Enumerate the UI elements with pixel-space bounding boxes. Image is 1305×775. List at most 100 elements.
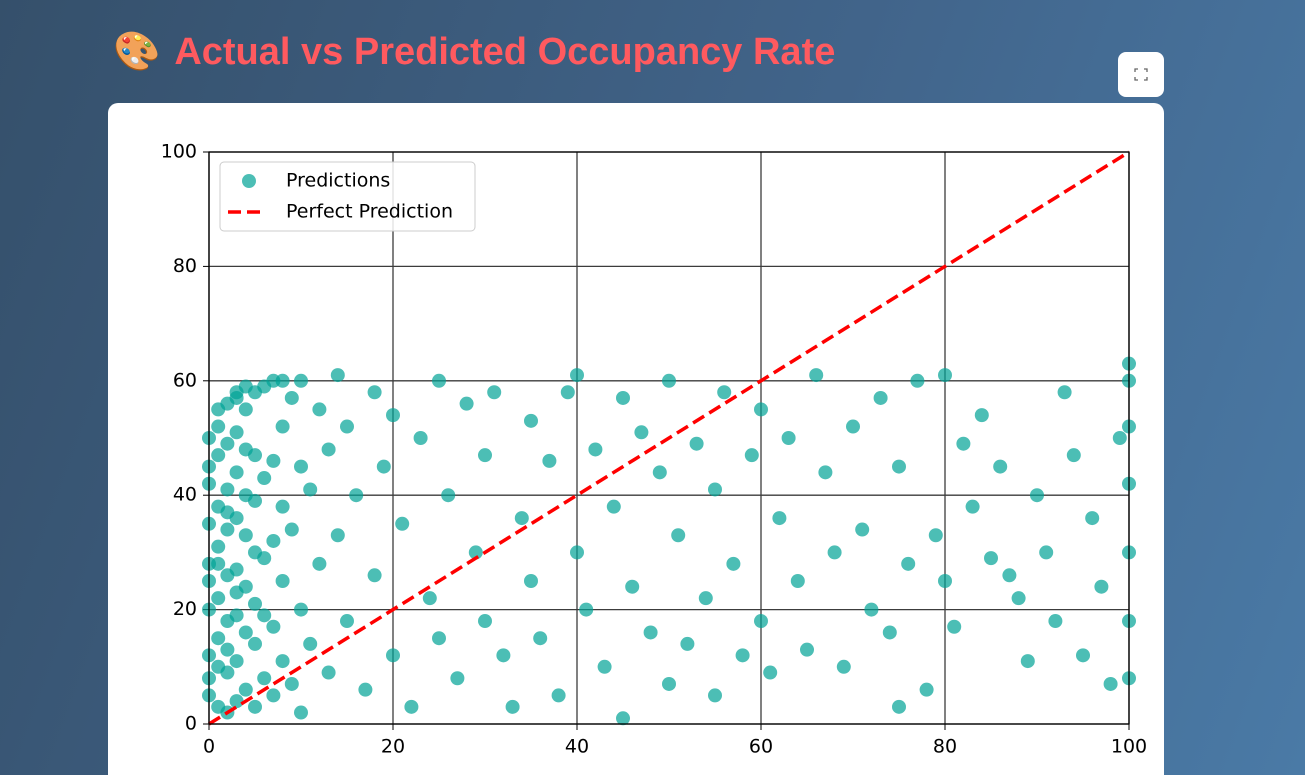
scatter-point <box>882 625 897 640</box>
scatter-point <box>809 368 824 383</box>
scatter-point <box>432 373 446 388</box>
scatter-point <box>1057 385 1072 400</box>
y-tick-label: 60 <box>173 369 197 391</box>
scatter-point <box>284 676 299 691</box>
scatter-point <box>211 556 226 571</box>
scatter-point <box>790 574 805 588</box>
scatter-point <box>680 636 695 651</box>
scatter-point <box>229 465 244 480</box>
scatter-point <box>266 533 281 548</box>
scatter-point <box>855 522 870 537</box>
x-tick-label: 0 <box>203 736 215 758</box>
scatter-point <box>846 419 860 434</box>
scatter-point <box>229 425 244 440</box>
scatter-point <box>229 511 244 526</box>
scatter-point <box>211 591 226 606</box>
scatter-point <box>616 711 630 726</box>
scatter-point <box>1112 431 1127 445</box>
scatter-point <box>772 511 787 526</box>
scatter-series <box>202 356 1136 726</box>
scatter-point <box>211 419 226 434</box>
scatter-point <box>266 619 281 634</box>
scatter-point <box>330 368 345 383</box>
scatter-point <box>662 676 676 691</box>
scatter-point <box>367 568 382 583</box>
scatter-point <box>275 373 290 388</box>
scatter-point <box>754 402 768 417</box>
scatter-point <box>947 619 962 634</box>
scatter-point <box>873 390 888 405</box>
scatter-point <box>468 545 483 560</box>
legend-box <box>219 161 476 232</box>
scatter-point <box>1048 614 1063 629</box>
scatter-point <box>938 574 952 588</box>
scatter-point <box>735 648 750 663</box>
scatter-point <box>1085 511 1100 526</box>
scatter-point <box>459 396 474 411</box>
fullscreen-button[interactable] <box>1118 52 1164 97</box>
scatter-point <box>220 482 235 497</box>
scatter-point <box>698 591 713 606</box>
y-tick-label: 0 <box>185 713 197 735</box>
scatter-point <box>652 465 667 480</box>
x-tick-label: 60 <box>749 736 773 758</box>
scatter-point <box>588 442 603 457</box>
scatter-point <box>211 448 226 463</box>
scatter-point <box>919 682 934 697</box>
scatter-point <box>257 551 272 566</box>
scatter-point <box>248 699 262 714</box>
scatter-point <box>238 402 253 417</box>
scatter-point <box>266 453 281 468</box>
scatter-point <box>220 436 235 451</box>
scatter-point <box>220 522 235 537</box>
scatter-point <box>836 659 851 674</box>
scatter-point <box>432 631 446 646</box>
scatter-point <box>1020 654 1035 669</box>
scatter-point <box>303 482 318 497</box>
scatter-point <box>708 688 722 703</box>
scatter-point <box>524 413 538 428</box>
scatter-point <box>1103 676 1118 691</box>
scatter-point <box>744 448 759 463</box>
x-tick-label: 80 <box>933 736 957 758</box>
scatter-point <box>625 579 640 594</box>
scatter-point <box>275 574 290 588</box>
scatter-point <box>570 368 584 383</box>
scatter-point <box>478 614 492 629</box>
scatter-point <box>1039 545 1054 560</box>
scatter-point <box>643 625 658 640</box>
scatter-point <box>257 608 272 623</box>
scatter-point <box>358 682 373 697</box>
x-tick-label: 20 <box>381 736 405 758</box>
scatter-point <box>478 448 492 463</box>
line-series <box>208 150 1130 726</box>
scatter-point <box>1066 448 1081 463</box>
scatter-point <box>248 596 262 611</box>
scatter-point <box>238 682 253 697</box>
page-title: 🎨 Actual vs Predicted Occupancy Rate <box>113 30 835 74</box>
fullscreen-icon <box>1134 68 1148 81</box>
scatter-point <box>404 699 419 714</box>
scatter-point <box>229 608 244 623</box>
legend-label: Perfect Prediction <box>286 201 453 223</box>
scatter-point <box>303 636 318 651</box>
scatter-point <box>965 499 980 514</box>
scatter-point <box>1002 568 1017 583</box>
scatter-point <box>229 562 244 577</box>
scatter-point <box>294 602 308 617</box>
y-tick-label: 20 <box>173 598 197 620</box>
scatter-point <box>238 528 253 543</box>
scatter-point <box>312 402 327 417</box>
scatter-point <box>248 636 262 651</box>
scatter-point <box>349 488 364 503</box>
scatter-point <box>1011 591 1026 606</box>
scatter-point <box>211 539 226 554</box>
scatter-point <box>606 499 621 514</box>
scatter-point <box>413 431 428 445</box>
scatter-point <box>229 654 244 669</box>
scatter-point <box>892 699 906 714</box>
scatter-point <box>1094 579 1109 594</box>
x-tick-label: 40 <box>565 736 589 758</box>
scatter-point <box>275 499 290 514</box>
